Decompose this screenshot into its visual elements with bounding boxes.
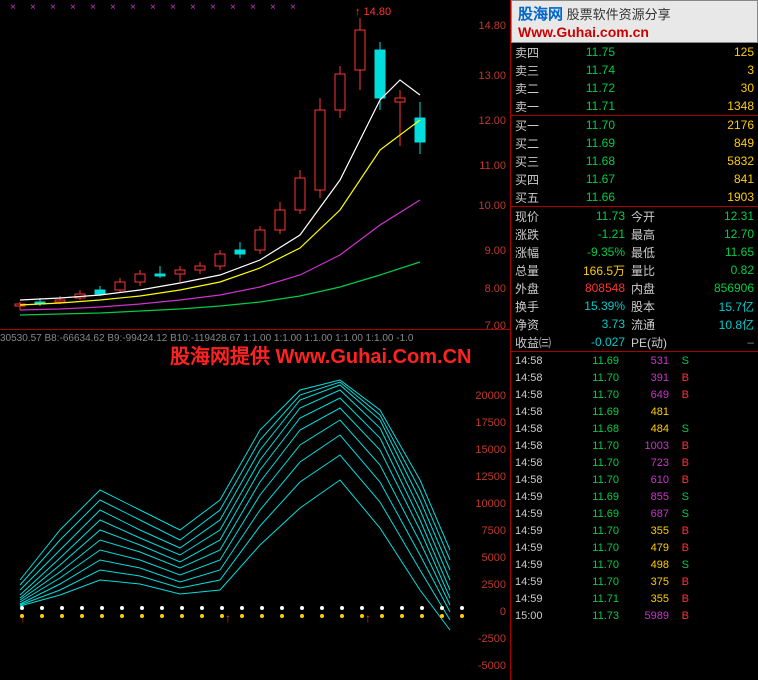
- tick-row: 14:5911.70498S: [511, 556, 758, 573]
- marker-icon: ×: [230, 2, 236, 13]
- tick-row: 14:5811.70610B: [511, 471, 758, 488]
- marker-icon: ×: [10, 2, 16, 13]
- tick-row: 14:5811.70649B: [511, 386, 758, 403]
- candle-svg: ↑ 14.80: [0, 0, 470, 330]
- y-tick: 5000: [482, 552, 506, 564]
- orderbook: 卖四11.75125卖三11.743卖二11.7230卖一11.711348买一…: [511, 43, 758, 206]
- site-header: 股海网 股票软件资源分享 Www.Guhai.com.cn: [511, 0, 758, 43]
- svg-text:↑: ↑: [365, 611, 371, 625]
- tick-row: 14:5811.701003B: [511, 437, 758, 454]
- y-tick: 15000: [475, 444, 506, 456]
- marker-icon: ×: [130, 2, 136, 13]
- tick-row: 14:5911.71355B: [511, 590, 758, 607]
- marker-icon: ×: [70, 2, 76, 13]
- ask-row[interactable]: 卖四11.75125: [511, 43, 758, 61]
- marker-icon: ×: [110, 2, 116, 13]
- y-tick: 20000: [475, 390, 506, 402]
- tick-row: 14:5911.70375B: [511, 573, 758, 590]
- price-chart[interactable]: ↑ 14.80 14.80 13.00 12.00 11.00 10.00 9.00 8.0…: [0, 0, 510, 330]
- svg-text:↑ 14.80: ↑ 14.80: [355, 6, 391, 18]
- tick-row: 14:5911.69855S: [511, 488, 758, 505]
- marker-icon: ×: [190, 2, 196, 13]
- y-tick: 8.00: [485, 283, 506, 295]
- bid-row[interactable]: 买一11.702176: [511, 116, 758, 134]
- tick-row: 15:0011.735989B: [511, 607, 758, 624]
- marker-icon: ×: [170, 2, 176, 13]
- y-tick: 2500: [482, 579, 506, 591]
- y-tick: 12.00: [478, 115, 506, 127]
- tick-row: 14:5811.69481: [511, 403, 758, 420]
- marker-icon: ×: [210, 2, 216, 13]
- ask-row[interactable]: 卖一11.711348: [511, 97, 758, 115]
- y-tick: 9.00: [485, 245, 506, 257]
- marker-icon: ×: [290, 2, 296, 13]
- bid-row[interactable]: 买四11.67841: [511, 170, 758, 188]
- marker-icon: ×: [250, 2, 256, 13]
- quote-panel: 股海网 股票软件资源分享 Www.Guhai.com.cn 卖四11.75125…: [510, 0, 758, 680]
- quote-row: 净资3.73流通10.8亿: [511, 315, 758, 333]
- y-tick: -2500: [478, 633, 506, 645]
- site-url: Www.Guhai.com.cn: [518, 24, 649, 40]
- bid-row[interactable]: 买三11.685832: [511, 152, 758, 170]
- y-tick: 13.00: [478, 70, 506, 82]
- quote-row: 涨幅-9.35%最低11.65: [511, 243, 758, 261]
- svg-text:↑: ↑: [225, 611, 231, 625]
- quote-row: 现价11.73今开12.31: [511, 207, 758, 225]
- site-title: 股海网: [518, 6, 563, 23]
- quote-row: 换手15.39%股本15.7亿: [511, 297, 758, 315]
- tick-row: 14:5911.70479B: [511, 539, 758, 556]
- y-tick: 14.80: [478, 20, 506, 32]
- marker-icon: ×: [30, 2, 36, 13]
- y-tick: 11.00: [479, 160, 506, 172]
- ask-row[interactable]: 卖二11.7230: [511, 79, 758, 97]
- marker-icon: ×: [50, 2, 56, 13]
- y-tick: 10000: [475, 498, 506, 510]
- quote-row: 涨跌-1.21最高12.70: [511, 225, 758, 243]
- tick-row: 14:5811.70391B: [511, 369, 758, 386]
- tick-list[interactable]: 14:5811.69531S14:5811.70391B14:5811.7064…: [511, 351, 758, 624]
- indicator-svg: ↑↑↑: [0, 330, 470, 680]
- bid-row[interactable]: 买二11.69849: [511, 134, 758, 152]
- y-tick: 7500: [482, 525, 506, 537]
- bid-row[interactable]: 买五11.661903: [511, 188, 758, 206]
- quote-row: 总量166.5万量比0.82: [511, 261, 758, 279]
- y-tick: 17500: [475, 417, 506, 429]
- tick-row: 14:5911.69687S: [511, 505, 758, 522]
- tick-row: 14:5811.68484S: [511, 420, 758, 437]
- quote-row: 收益㈢-0.027PE(动)–: [511, 333, 758, 351]
- marker-icon: ×: [150, 2, 156, 13]
- y-tick: 0: [500, 606, 506, 618]
- charts-panel: ↑ 14.80 14.80 13.00 12.00 11.00 10.00 9.00 8.0…: [0, 0, 510, 680]
- tick-row: 14:5811.70723B: [511, 454, 758, 471]
- indicator-y-axis: 20000 17500 15000 12500 10000 7500 5000 2500 0 -2…: [470, 330, 510, 680]
- tick-row: 14:5911.70355B: [511, 522, 758, 539]
- y-tick: 10.00: [478, 200, 506, 212]
- quote-row: 外盘808548内盘856906: [511, 279, 758, 297]
- ask-row[interactable]: 卖三11.743: [511, 61, 758, 79]
- marker-icon: ×: [90, 2, 96, 13]
- indicator-chart[interactable]: ↑↑↑ 200001750015000125001000075005000250…: [0, 330, 510, 680]
- marker-icon: ×: [270, 2, 276, 13]
- price-y-axis: 14.8013.0012.0011.0010.009.008.007.00: [470, 0, 510, 329]
- site-subtitle: 股票软件资源分享: [567, 7, 671, 22]
- y-tick: -5000: [478, 660, 506, 672]
- y-tick: 12500: [475, 471, 506, 483]
- quote-summary: 现价11.73今开12.31涨跌-1.21最高12.70涨幅-9.35%最低11…: [511, 206, 758, 351]
- tick-row: 14:5811.69531S: [511, 352, 758, 369]
